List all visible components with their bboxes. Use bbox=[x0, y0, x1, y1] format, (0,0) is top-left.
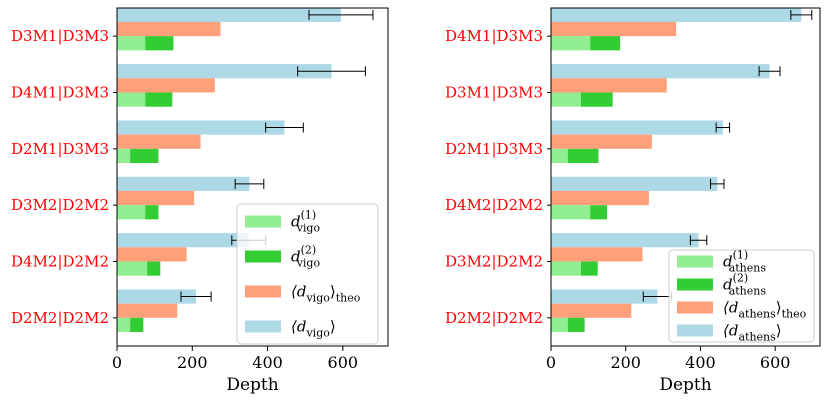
bar-d2-2 bbox=[145, 92, 173, 107]
bar-d1-1 bbox=[551, 36, 591, 51]
category-label-3: D2M1|D3M3 bbox=[11, 140, 109, 158]
bar-theo-3 bbox=[117, 134, 201, 149]
bar-theo-6 bbox=[117, 303, 178, 318]
category-label-6: D2M2|D2M2 bbox=[445, 309, 543, 327]
bar-theo-6 bbox=[551, 303, 632, 318]
bar-d1-2 bbox=[551, 92, 581, 107]
x-tick-label-4: 600 bbox=[328, 353, 359, 372]
bar-d2-5 bbox=[147, 261, 161, 276]
legend-swatch-1 bbox=[245, 215, 281, 228]
bar-d1-5 bbox=[551, 261, 581, 276]
legend-entry-1: d(1) athens bbox=[723, 249, 766, 275]
bar-avg-2 bbox=[117, 64, 332, 79]
bar-avg-4 bbox=[117, 176, 250, 191]
bar-d1-1 bbox=[117, 36, 146, 51]
category-label-6: D2M2|D2M2 bbox=[11, 309, 109, 327]
legend-swatch-4 bbox=[245, 320, 281, 333]
bar-avg-6 bbox=[551, 289, 658, 304]
bar-avg-6 bbox=[117, 289, 197, 304]
bar-theo-2 bbox=[117, 78, 215, 93]
bar-theo-1 bbox=[117, 21, 221, 37]
x-tick-label-1: 0 bbox=[112, 353, 122, 372]
bar-d2-1 bbox=[145, 36, 174, 51]
bar-theo-5 bbox=[551, 247, 643, 262]
x-tick-label-2: 200 bbox=[610, 353, 641, 372]
bar-d2-6 bbox=[567, 317, 585, 333]
category-label-2: D3M1|D3M3 bbox=[445, 84, 543, 102]
category-label-4: D4M2|D2M2 bbox=[445, 196, 543, 214]
bar-theo-2 bbox=[551, 78, 667, 93]
chart-panel-2: D4M1|D3M3 D3M1|D3M3 D2M1|D3M3 D4M2|D2M2 D3M2… bbox=[445, 7, 821, 395]
bar-d2-5 bbox=[580, 261, 598, 276]
bar-theo-5 bbox=[117, 247, 187, 262]
bar-d1-3 bbox=[117, 148, 131, 164]
legend-entry-4: ⟨dvigo⟩ bbox=[291, 318, 336, 340]
bar-avg-3 bbox=[551, 120, 723, 135]
x-axis-label: Depth bbox=[226, 375, 278, 395]
bar-d2-3 bbox=[567, 148, 599, 164]
bar-avg-1 bbox=[551, 7, 802, 22]
x-tick-label-4: 600 bbox=[760, 353, 791, 372]
bar-theo-4 bbox=[117, 190, 195, 206]
legend: d(1) vigo d(2) vigo ⟨dvigo⟩theo ⟨dvigo⟩ bbox=[236, 203, 379, 345]
bar-avg-2 bbox=[551, 64, 770, 79]
legend-swatch-2 bbox=[245, 250, 281, 263]
category-label-1: D3M1|D3M3 bbox=[11, 27, 109, 45]
bar-d2-4 bbox=[145, 205, 159, 220]
legend-swatch-3 bbox=[245, 285, 281, 298]
bar-avg-1 bbox=[117, 7, 341, 22]
chart-panel-1: D3M1|D3M3 D4M1|D3M3 D2M1|D3M3 D3M2|D2M2 D4M2… bbox=[11, 7, 389, 395]
bar-d1-4 bbox=[117, 205, 146, 220]
bar-d1-5 bbox=[117, 261, 148, 276]
bar-d2-3 bbox=[130, 148, 159, 164]
category-label-3: D2M1|D3M3 bbox=[445, 140, 543, 158]
x-axis-label: Depth bbox=[659, 375, 711, 395]
bar-d1-6 bbox=[551, 317, 568, 333]
legend-swatch-4 bbox=[677, 324, 713, 337]
plot-frame bbox=[550, 7, 821, 347]
legend-swatch-1 bbox=[677, 255, 713, 268]
legend-entry-2: d(2) athens bbox=[723, 272, 766, 298]
bar-d1-3 bbox=[551, 148, 568, 164]
bar-avg-5 bbox=[117, 233, 249, 248]
bar-d2-4 bbox=[590, 205, 608, 220]
bar-d1-4 bbox=[551, 205, 591, 220]
legend-entry-1: d(1) vigo bbox=[291, 209, 320, 235]
bar-d2-2 bbox=[580, 92, 613, 107]
legend-entry-2: d(2) vigo bbox=[291, 244, 320, 270]
category-label-5: D4M2|D2M2 bbox=[11, 253, 109, 271]
bar-avg-4 bbox=[551, 176, 718, 191]
x-tick-label-2: 200 bbox=[177, 353, 208, 372]
legend-box bbox=[236, 203, 379, 345]
bar-avg-5 bbox=[551, 233, 699, 248]
plot-frame bbox=[116, 7, 389, 347]
category-label-5: D3M2|D2M2 bbox=[445, 253, 543, 271]
bar-d1-2 bbox=[117, 92, 146, 107]
bar-theo-1 bbox=[551, 21, 677, 37]
category-label-1: D4M1|D3M3 bbox=[445, 27, 543, 45]
bar-theo-3 bbox=[551, 134, 652, 149]
bar-avg-3 bbox=[117, 120, 285, 135]
bar-d2-1 bbox=[590, 36, 621, 51]
legend-swatch-2 bbox=[677, 278, 713, 291]
legend-entry-3: ⟨dathens⟩theo bbox=[723, 299, 807, 321]
x-tick-label-1: 0 bbox=[546, 353, 556, 372]
bar-d2-6 bbox=[130, 317, 144, 333]
legend-swatch-3 bbox=[677, 301, 713, 314]
category-label-2: D4M1|D3M3 bbox=[11, 84, 109, 102]
legend-box bbox=[668, 249, 815, 343]
legend-entry-4: ⟨dathens⟩ bbox=[723, 322, 782, 344]
bar-theo-4 bbox=[551, 190, 649, 206]
x-tick-label-3: 400 bbox=[252, 353, 283, 372]
bar-d1-6 bbox=[117, 317, 131, 333]
category-label-4: D3M2|D2M2 bbox=[11, 196, 109, 214]
x-tick-label-3: 400 bbox=[685, 353, 716, 372]
legend-entry-3: ⟨dvigo⟩theo bbox=[291, 283, 361, 305]
